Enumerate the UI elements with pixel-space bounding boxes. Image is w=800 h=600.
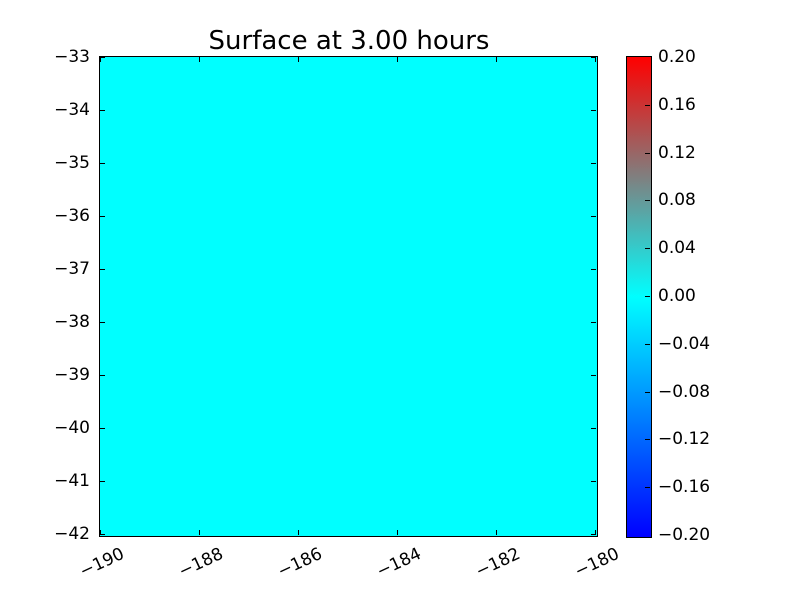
x-tick-mark: [496, 57, 497, 62]
colorbar-tick-label: −0.08: [658, 382, 711, 402]
y-tick-mark: [591, 428, 596, 429]
y-tick-mark: [591, 322, 596, 323]
y-tick-mark: [100, 216, 105, 217]
y-tick-label: −36: [54, 206, 90, 226]
y-tick-mark: [591, 163, 596, 164]
x-tick-label: −182: [472, 544, 524, 582]
y-tick-mark: [591, 57, 596, 58]
x-tick-mark: [298, 530, 299, 535]
y-tick-label: −35: [54, 153, 90, 173]
colorbar-tick-mark: [645, 344, 650, 345]
y-tick-mark: [100, 163, 105, 164]
colorbar-tick-label: 0.04: [658, 238, 696, 258]
colorbar-tick-label: −0.04: [658, 334, 711, 354]
y-tick-mark: [591, 375, 596, 376]
y-tick-mark: [591, 110, 596, 111]
x-tick-mark: [397, 57, 398, 62]
colorbar-tick-label: −0.20: [658, 525, 711, 545]
y-tick-label: −38: [54, 312, 90, 332]
colorbar-tick-label: 0.00: [658, 286, 696, 306]
y-tick-mark: [100, 375, 105, 376]
y-tick-mark: [100, 428, 105, 429]
colorbar-tick-label: −0.12: [658, 429, 711, 449]
x-tick-mark: [595, 57, 596, 62]
x-tick-mark: [199, 57, 200, 62]
colorbar-tick-mark: [645, 200, 650, 201]
x-tick-mark: [397, 530, 398, 535]
x-tick-mark: [100, 530, 101, 535]
x-tick-mark: [298, 57, 299, 62]
colorbar-tick-mark: [645, 487, 650, 488]
y-tick-mark: [100, 269, 105, 270]
colorbar: [626, 56, 652, 538]
colorbar-tick-mark: [645, 153, 650, 154]
y-tick-label: −34: [54, 100, 90, 120]
x-tick-label: −180: [571, 544, 623, 582]
colorbar-tick-mark: [645, 439, 650, 440]
x-tick-label: −186: [274, 544, 326, 582]
colorbar-tick-mark: [645, 248, 650, 249]
y-tick-mark: [100, 534, 105, 535]
x-tick-mark: [100, 57, 101, 62]
y-tick-label: −41: [54, 471, 90, 491]
plot-area: [99, 56, 598, 537]
colorbar-tick-label: 0.16: [658, 95, 696, 115]
y-tick-label: −39: [54, 365, 90, 385]
chart-title: Surface at 3.00 hours: [208, 26, 490, 56]
colorbar-tick-label: 0.08: [658, 190, 696, 210]
y-tick-mark: [100, 322, 105, 323]
colorbar-tick-label: 0.20: [658, 47, 696, 67]
colorbar-tick-mark: [645, 296, 650, 297]
x-tick-label: −190: [76, 544, 128, 582]
y-tick-mark: [591, 269, 596, 270]
y-tick-mark: [591, 216, 596, 217]
x-tick-mark: [595, 530, 596, 535]
colorbar-tick-label: −0.16: [658, 477, 711, 497]
x-tick-mark: [496, 530, 497, 535]
y-tick-mark: [591, 481, 596, 482]
y-tick-label: −33: [54, 47, 90, 67]
y-tick-label: −42: [54, 524, 90, 544]
colorbar-tick-mark: [645, 105, 650, 106]
y-tick-mark: [100, 481, 105, 482]
y-tick-mark: [591, 534, 596, 535]
x-tick-label: −188: [175, 544, 227, 582]
y-tick-label: −40: [54, 418, 90, 438]
x-tick-mark: [199, 530, 200, 535]
y-tick-label: −37: [54, 259, 90, 279]
y-tick-mark: [100, 110, 105, 111]
y-tick-mark: [100, 57, 105, 58]
x-tick-label: −184: [373, 544, 425, 582]
colorbar-tick-mark: [645, 392, 650, 393]
colorbar-tick-label: 0.12: [658, 143, 696, 163]
